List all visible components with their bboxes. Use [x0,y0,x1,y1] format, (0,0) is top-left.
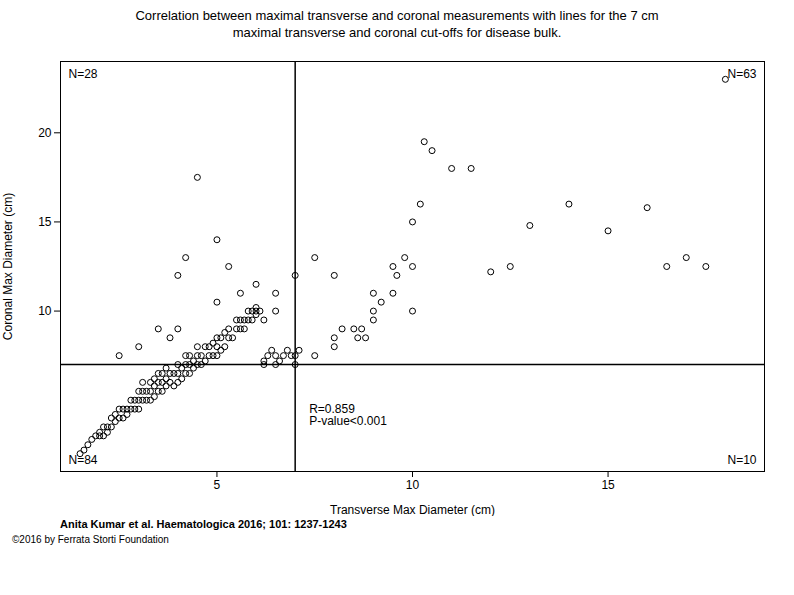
html-text:Correlation between maximal tr: Correlation between maximal transverse a… [135,8,659,40]
html-text:Anita Kumar et al. Haematologi: Anita Kumar et al. Haematologica 2016; 1… [60,517,347,530]
svg-text:Coronal Max Diameter (cm): Coronal Max Diameter (cm) [1,193,15,340]
html-text:©2016 by Ferrata Storti Founda: ©2016 by Ferrata Storti Foundation [12,533,169,545]
svg-text:10: 10 [38,304,52,318]
svg-text:15: 15 [38,215,52,229]
svg-text:N=84: N=84 [69,452,98,466]
svg-text:N=10: N=10 [727,452,756,466]
svg-text:N=28: N=28 [69,67,98,81]
svg-text:R=0.859P-value<0.001: R=0.859P-value<0.001 [309,402,387,428]
svg-text:20: 20 [38,125,52,139]
svg-text:Transverse Max Diameter (cm): Transverse Max Diameter (cm) [330,502,495,516]
svg-text:15: 15 [601,478,615,492]
svg-text:5: 5 [214,478,221,492]
svg-text:N=63: N=63 [727,67,756,81]
svg-text:10: 10 [406,478,420,492]
